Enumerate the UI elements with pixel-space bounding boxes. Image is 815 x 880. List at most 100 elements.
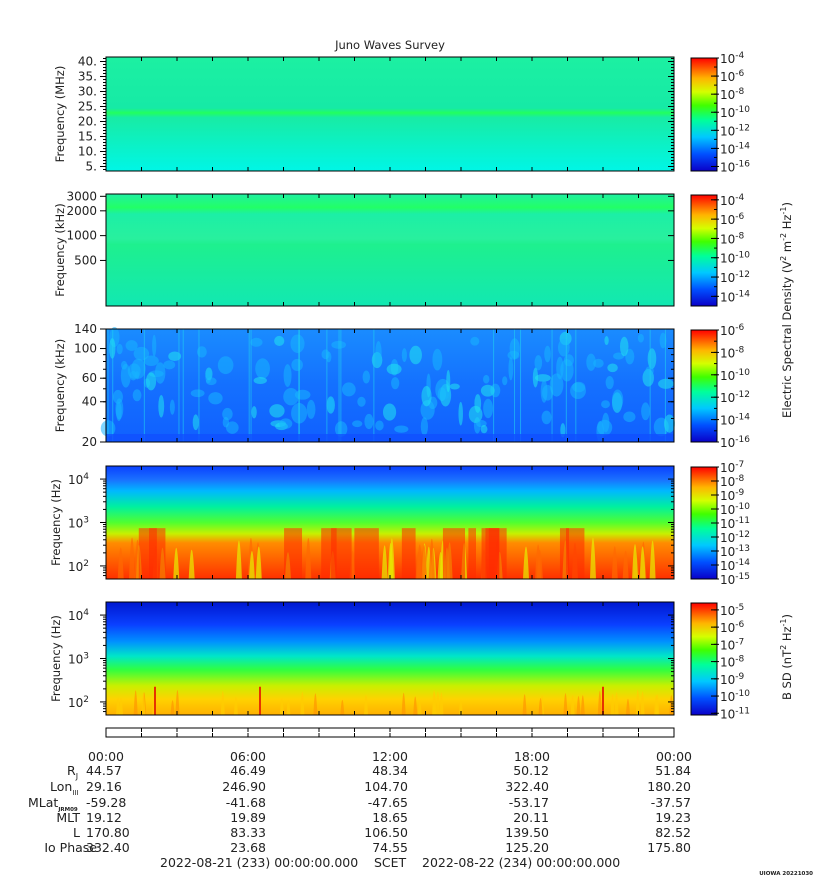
emission-patch bbox=[115, 401, 122, 422]
y-axis-label: Frequency (Hz) bbox=[49, 479, 63, 566]
y-axis-label: Frequency (MHz) bbox=[53, 66, 67, 163]
burst-feature bbox=[435, 691, 440, 715]
spectrogram-2 bbox=[106, 194, 674, 306]
burst-feature bbox=[654, 694, 659, 715]
cbar-tick-label: 10-16 bbox=[720, 435, 750, 450]
ephem-value-io: 125.20 bbox=[505, 840, 549, 855]
ephem-value-lon: 29.16 bbox=[86, 779, 122, 794]
y-tick-label: 104 bbox=[68, 608, 89, 623]
y-tick-label: 103 bbox=[68, 652, 89, 667]
x-tick-label: 12:00 bbox=[372, 749, 408, 764]
emission-patch bbox=[421, 385, 432, 407]
burst-feature bbox=[538, 697, 543, 715]
emission-patch bbox=[145, 372, 157, 391]
emission-patch bbox=[290, 334, 305, 353]
y-tick-label: 15. bbox=[78, 130, 97, 144]
panel-3: 140 100 60 40 20 Frequency (kHz) bbox=[53, 322, 675, 449]
cbar-e-mid2: Hz bbox=[780, 215, 794, 233]
emission-patch bbox=[637, 333, 644, 343]
ephem-value-mlt: 19.23 bbox=[655, 810, 691, 825]
ephem-value-io: 23.68 bbox=[230, 840, 266, 855]
y-tick-label: 35. bbox=[78, 70, 97, 84]
burst-feature bbox=[175, 690, 180, 715]
burst-feature bbox=[381, 545, 388, 579]
cbar-b-pre: B SD (nT bbox=[780, 649, 794, 700]
emission-patch bbox=[116, 343, 123, 355]
cbar-b-sup1: 2 bbox=[779, 645, 788, 650]
time-range-scet: SCET bbox=[374, 855, 407, 870]
emission-patch bbox=[168, 351, 182, 361]
emission-patch bbox=[607, 363, 618, 373]
burst-feature bbox=[649, 540, 656, 579]
burst-feature bbox=[364, 694, 369, 715]
colorbars: 10-4 10-6 10-8 10-10 10-12 10-14 10-16 10-4 10-6… bbox=[690, 51, 750, 721]
burst-feature bbox=[401, 692, 406, 715]
emission-patch bbox=[364, 413, 374, 430]
cbar-tick-label: 10-11 bbox=[720, 516, 750, 531]
emission-patch bbox=[619, 336, 629, 357]
ephem-value-rj: 44.57 bbox=[86, 763, 122, 778]
ephem-value-lon: 180.20 bbox=[647, 779, 691, 794]
spectrogram-3 bbox=[106, 329, 674, 442]
colorbar-scale bbox=[690, 329, 718, 443]
emission-patch bbox=[645, 366, 654, 376]
burst-feature bbox=[173, 547, 180, 579]
emission-patch bbox=[112, 389, 123, 404]
burst-feature bbox=[133, 690, 138, 715]
ephem-label-io: Io Phase bbox=[44, 840, 97, 855]
emission-patch bbox=[208, 392, 223, 405]
emission-patch bbox=[560, 359, 574, 382]
x-tick-label: 06:00 bbox=[230, 749, 266, 764]
cbar-tick-label: 10-8 bbox=[720, 87, 745, 102]
emission-patch bbox=[570, 382, 586, 400]
intense-band bbox=[559, 528, 570, 579]
cbar-e-mid: m bbox=[780, 241, 794, 256]
y-tick-label: 3000 bbox=[66, 189, 97, 203]
emission-patch bbox=[432, 348, 443, 371]
panel-4: 104 103 102 Frequency (Hz) bbox=[49, 465, 675, 580]
emission-patch bbox=[217, 356, 234, 375]
cbar-tick-label: 10-10 bbox=[720, 502, 750, 517]
emission-patch bbox=[127, 363, 141, 379]
burst-feature bbox=[117, 547, 124, 579]
spectrogram-1 bbox=[106, 57, 674, 171]
emission-patch bbox=[502, 376, 508, 386]
burst-feature bbox=[235, 540, 242, 579]
burst-feature bbox=[233, 696, 238, 715]
emission-patch bbox=[375, 420, 384, 431]
ephem-value-mlt: 18.65 bbox=[372, 810, 408, 825]
burst-feature bbox=[428, 538, 435, 579]
burst-feature bbox=[170, 700, 175, 715]
emission-patch bbox=[449, 383, 460, 390]
cbar-tick-label: 10-8 bbox=[720, 231, 745, 246]
burst-feature bbox=[522, 694, 527, 715]
emission-patch bbox=[659, 332, 667, 349]
ephem-value-lon: 246.90 bbox=[222, 779, 266, 794]
emission-patch bbox=[283, 387, 299, 406]
emission-patch bbox=[532, 367, 539, 388]
emission-patch bbox=[190, 389, 205, 398]
panel-1: 5.10.15.20.25.30.35.40. Frequency (MHz) bbox=[53, 55, 675, 174]
y-tick-label: 20 bbox=[82, 435, 97, 449]
burst-feature bbox=[570, 695, 575, 715]
time-range-start: 2022-08-21 (233) 00:00:00.000 bbox=[160, 855, 358, 870]
burst-feature bbox=[255, 546, 262, 579]
burst-feature bbox=[632, 544, 639, 579]
emission-patch bbox=[152, 334, 157, 357]
burst-feature bbox=[437, 551, 444, 579]
emission-patch bbox=[409, 345, 422, 365]
colorbar-scale bbox=[690, 57, 718, 172]
cbar-tick-label: 10-12 bbox=[720, 123, 750, 138]
emission-patch bbox=[279, 418, 293, 429]
emission-patch bbox=[125, 340, 138, 351]
burst-feature bbox=[635, 689, 640, 715]
emission-patch bbox=[623, 411, 636, 423]
emission-patch bbox=[541, 410, 552, 425]
burst-feature bbox=[313, 693, 318, 715]
y-tick-label: 30. bbox=[78, 85, 97, 99]
y-tick-label: 5. bbox=[86, 160, 97, 174]
ephem-value-rj: 46.49 bbox=[230, 763, 266, 778]
cbar-tick-label: 10-5 bbox=[720, 603, 744, 618]
cbar-e-sup1: 2 bbox=[779, 256, 788, 261]
burst-feature bbox=[432, 690, 437, 715]
